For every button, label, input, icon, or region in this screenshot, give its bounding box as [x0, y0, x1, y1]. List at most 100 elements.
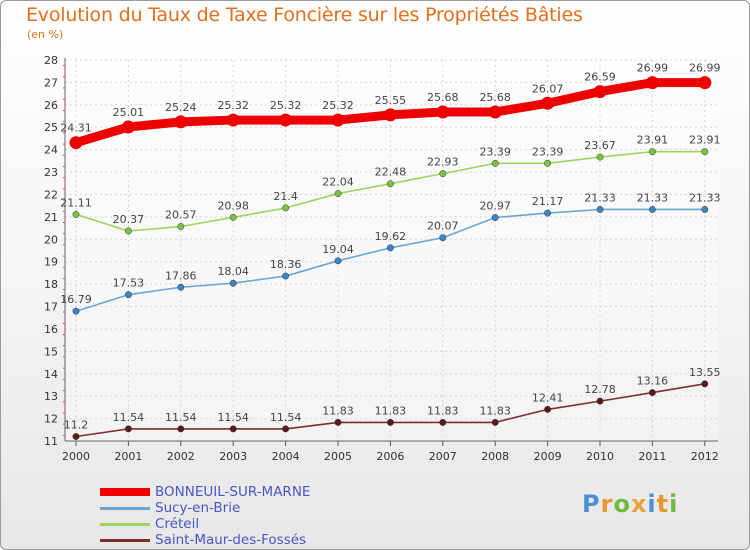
- x-tick-label: 2006: [376, 450, 404, 463]
- y-tick-label: 19: [44, 256, 58, 269]
- legend-label: Sucy-en-Brie: [155, 500, 241, 516]
- data-label: 18.36: [270, 258, 302, 271]
- data-point: [226, 113, 240, 127]
- data-point: [331, 113, 345, 127]
- y-tick-label: 11: [44, 435, 58, 448]
- data-label: 20.97: [479, 200, 511, 213]
- data-point: [72, 210, 80, 218]
- data-label: 21.4: [273, 190, 298, 203]
- legend-swatch: [100, 507, 150, 510]
- legend-label: Saint-Maur-des-Fossés: [155, 532, 307, 548]
- data-label: 11.54: [165, 411, 197, 424]
- data-point: [544, 209, 552, 217]
- data-point: [229, 425, 237, 433]
- data-label: 11.83: [375, 404, 407, 417]
- legend-swatch: [100, 523, 150, 526]
- data-point: [334, 190, 342, 198]
- data-point: [541, 96, 555, 110]
- chart-subtitle: (en %): [27, 28, 64, 41]
- x-tick-label: 2008: [481, 450, 509, 463]
- data-label: 21.17: [532, 195, 564, 208]
- data-label: 25.01: [113, 106, 145, 119]
- y-tick-label: 23: [44, 166, 58, 179]
- data-point: [124, 291, 132, 299]
- x-tick-label: 2011: [638, 450, 666, 463]
- data-label: 26.07: [532, 82, 564, 95]
- legend-label: Créteil: [155, 516, 200, 532]
- data-point: [229, 279, 237, 287]
- data-label: 17.86: [165, 269, 197, 282]
- data-label: 26.99: [637, 62, 669, 75]
- data-point: [174, 115, 188, 129]
- data-label: 17.53: [113, 277, 145, 290]
- data-point: [544, 405, 552, 413]
- data-label: 11.83: [427, 404, 459, 417]
- y-tick-label: 15: [44, 345, 58, 358]
- data-label: 26.59: [584, 71, 616, 84]
- data-point: [596, 397, 604, 405]
- data-label: 23.39: [532, 145, 564, 158]
- data-point: [596, 153, 604, 161]
- data-label: 19.62: [375, 230, 407, 243]
- legend-swatch: [100, 539, 150, 542]
- y-tick-label: 27: [44, 76, 58, 89]
- data-point: [648, 206, 656, 213]
- data-point: [436, 105, 450, 119]
- data-label: 21.11: [60, 196, 92, 209]
- data-point: [439, 170, 447, 178]
- data-label: 11.83: [479, 404, 511, 417]
- y-tick-label: 14: [44, 368, 58, 381]
- data-point: [282, 204, 290, 212]
- proxiti-logo: Proxiti: [582, 490, 679, 518]
- data-point: [596, 206, 604, 213]
- data-label: 23.39: [479, 145, 511, 158]
- y-tick-label: 24: [44, 144, 58, 157]
- data-label: 11.54: [270, 411, 302, 424]
- data-label: 24.31: [60, 122, 92, 135]
- data-label: 22.93: [427, 156, 459, 169]
- data-point: [488, 105, 502, 119]
- y-tick-label: 16: [44, 323, 58, 336]
- data-point: [491, 418, 499, 426]
- data-label: 20.98: [217, 199, 249, 212]
- data-label: 25.68: [479, 91, 511, 104]
- data-label: 12.78: [584, 383, 616, 396]
- data-label: 23.91: [689, 134, 721, 147]
- data-label: 13.55: [689, 366, 721, 379]
- legend-swatch: [100, 488, 150, 496]
- data-label: 21.33: [584, 191, 616, 204]
- data-label: 19.04: [322, 243, 354, 256]
- data-label: 11.54: [113, 411, 145, 424]
- data-point: [386, 180, 394, 188]
- x-tick-label: 2001: [114, 450, 142, 463]
- data-label: 20.37: [113, 213, 145, 226]
- x-tick-label: 2012: [691, 450, 719, 463]
- data-label: 20.07: [427, 220, 459, 233]
- data-point: [282, 425, 290, 433]
- x-tick-label: 2005: [324, 450, 352, 463]
- chart-title: Evolution du Taux de Taxe Foncière sur l…: [26, 4, 583, 26]
- data-point: [701, 206, 709, 213]
- data-point: [279, 113, 293, 127]
- y-tick-label: 21: [44, 211, 58, 224]
- data-label: 11.2: [64, 419, 89, 432]
- x-tick-label: 2002: [167, 450, 195, 463]
- y-tick-label: 28: [44, 54, 58, 67]
- data-point: [177, 223, 185, 230]
- y-tick-label: 18: [44, 278, 58, 291]
- x-tick-label: 2003: [219, 450, 247, 463]
- data-point: [334, 418, 342, 426]
- y-tick-label: 22: [44, 188, 58, 201]
- data-label: 11.54: [217, 411, 249, 424]
- data-point: [386, 418, 394, 426]
- data-point: [124, 425, 132, 433]
- data-point: [282, 272, 290, 280]
- data-point: [701, 148, 709, 156]
- data-point: [698, 76, 712, 90]
- x-tick-label: 2007: [429, 450, 457, 463]
- data-point: [72, 307, 80, 315]
- data-label: 23.67: [584, 139, 616, 152]
- data-label: 18.04: [217, 265, 249, 278]
- data-point: [177, 425, 185, 433]
- data-point: [386, 244, 394, 252]
